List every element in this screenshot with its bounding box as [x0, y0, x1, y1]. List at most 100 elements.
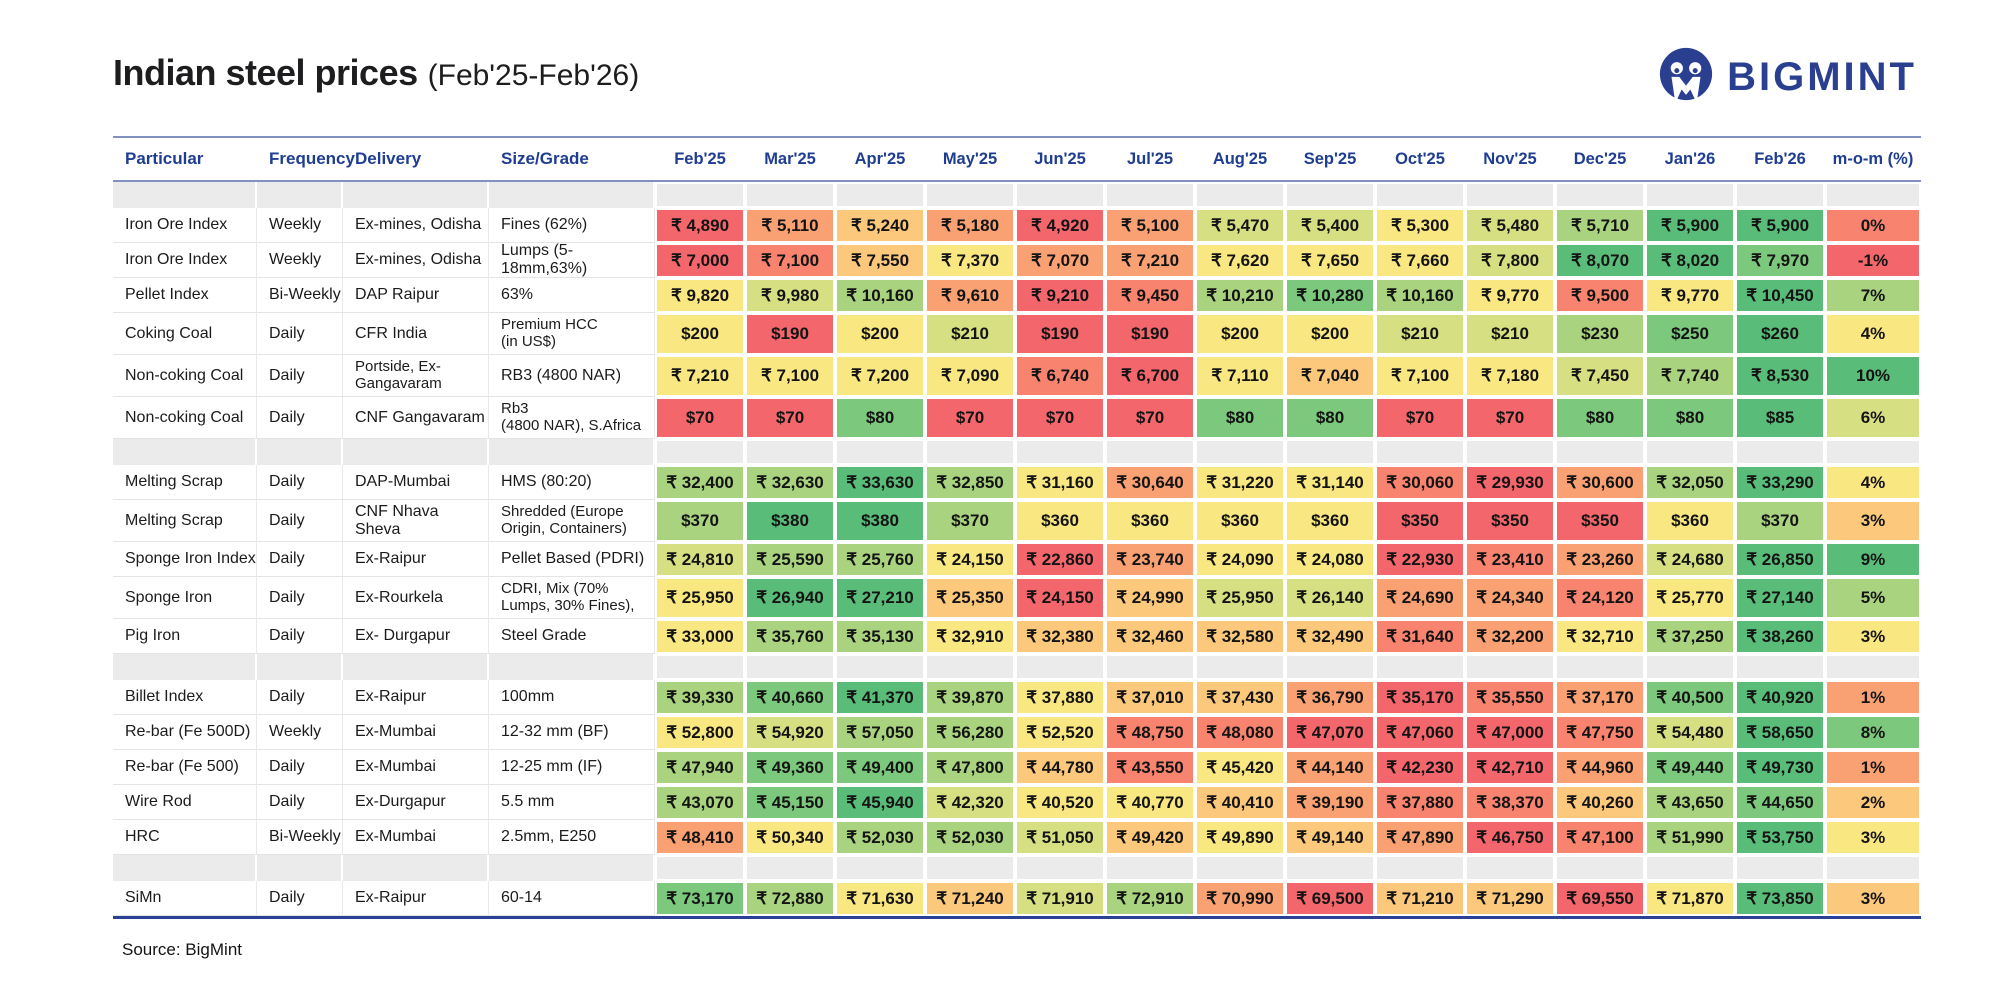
price-cell: ₹ 24,680	[1645, 542, 1735, 577]
price-cell: $70	[1465, 397, 1555, 439]
column-header: Frequency	[269, 149, 355, 168]
price-cell: ₹ 4,920	[1015, 208, 1105, 243]
column-header: Delivery	[355, 149, 422, 168]
price-cell: ₹ 32,490	[1285, 619, 1375, 654]
price-cell: $70	[925, 397, 1015, 439]
price-cell: $350	[1375, 500, 1465, 542]
price-cell: ₹ 8,530	[1735, 355, 1825, 397]
price-cell: ₹ 5,100	[1105, 208, 1195, 243]
table-row: Non-coking Coal Daily Portside, Ex- Gangav…	[113, 355, 1921, 397]
price-cell: $360	[1285, 500, 1375, 542]
price-cell: ₹ 7,550	[835, 243, 925, 278]
delivery-cell: Ex-Raipur	[343, 680, 489, 715]
price-cell: ₹ 42,230	[1375, 750, 1465, 785]
frequency-cell: Weekly	[257, 208, 343, 243]
price-cell: ₹ 32,460	[1105, 619, 1195, 654]
mom-cell: 10%	[1825, 355, 1921, 397]
mom-cell: 6%	[1825, 397, 1921, 439]
gap-cell	[343, 439, 489, 465]
gap-cell	[489, 654, 655, 680]
table-row: Iron Ore Index Weekly Ex-mines, Odisha Lump…	[113, 242, 1921, 278]
price-cell: $370	[925, 500, 1015, 542]
price-cell: ₹ 22,860	[1015, 542, 1105, 577]
gap-cell	[343, 654, 489, 680]
gap-cell	[1825, 182, 1921, 208]
price-cell: ₹ 44,960	[1555, 750, 1645, 785]
mom-cell: 3%	[1825, 500, 1921, 542]
price-cell: ₹ 10,160	[835, 278, 925, 313]
price-cell: $190	[1105, 313, 1195, 355]
bigmint-logo-icon	[1657, 46, 1715, 109]
gap-cell	[655, 439, 745, 465]
gap-cell	[489, 855, 655, 881]
price-cell: ₹ 32,850	[925, 465, 1015, 500]
price-cell: ₹ 48,750	[1105, 715, 1195, 750]
price-cell: ₹ 49,140	[1285, 820, 1375, 855]
price-cell: ₹ 32,630	[745, 465, 835, 500]
table-row: Re-bar (Fe 500D) Weekly Ex-Mumbai 12-32 mm …	[113, 715, 1921, 750]
bigmint-logo-text: BIGMINT	[1727, 55, 1917, 99]
frequency-cell: Daily	[257, 785, 343, 820]
price-cell: ₹ 5,900	[1645, 208, 1735, 243]
price-cell: ₹ 5,900	[1735, 208, 1825, 243]
price-cell: ₹ 33,290	[1735, 465, 1825, 500]
price-cell: $260	[1735, 313, 1825, 355]
price-cell: ₹ 5,400	[1285, 208, 1375, 243]
price-cell: ₹ 9,770	[1645, 278, 1735, 313]
price-cell: ₹ 5,480	[1465, 208, 1555, 243]
price-cell: ₹ 71,870	[1645, 881, 1735, 916]
gap-cell	[1555, 654, 1645, 680]
particular-cell: Pig Iron	[113, 619, 257, 654]
price-cell: ₹ 7,660	[1375, 243, 1465, 278]
price-cell: ₹ 70,990	[1195, 881, 1285, 916]
price-cell: ₹ 26,850	[1735, 542, 1825, 577]
price-cell: ₹ 31,640	[1375, 619, 1465, 654]
price-cell: ₹ 37,170	[1555, 680, 1645, 715]
price-cell: $350	[1555, 500, 1645, 542]
price-cell: ₹ 33,000	[655, 619, 745, 654]
size-grade-cell: Lumps (5-18mm,63%)	[489, 242, 655, 278]
price-cell: $210	[1465, 313, 1555, 355]
gap-cell	[113, 654, 257, 680]
price-cell: $200	[835, 313, 925, 355]
price-cell: ₹ 42,320	[925, 785, 1015, 820]
gap-cell	[343, 182, 489, 208]
price-cell: ₹ 39,870	[925, 680, 1015, 715]
frequency-cell: Daily	[257, 500, 343, 542]
delivery-cell: Ex-Mumbai	[343, 715, 489, 750]
page-header: Indian steel prices (Feb'25-Feb'26)	[113, 52, 639, 94]
gap-cell	[489, 182, 655, 208]
table-row: HRC Bi-Weekly Ex-Mumbai 2.5mm, E250 ₹ 48,410…	[113, 820, 1921, 855]
gap-cell	[257, 182, 343, 208]
price-cell: ₹ 30,060	[1375, 465, 1465, 500]
price-cell: ₹ 32,380	[1015, 619, 1105, 654]
price-cell: ₹ 7,620	[1195, 243, 1285, 278]
price-cell: ₹ 43,550	[1105, 750, 1195, 785]
price-cell: ₹ 40,660	[745, 680, 835, 715]
price-cell: ₹ 23,740	[1105, 542, 1195, 577]
gap-cell	[925, 654, 1015, 680]
price-cell: $80	[1555, 397, 1645, 439]
bigmint-logo: BIGMINT	[1657, 46, 1917, 109]
price-cell: ₹ 57,050	[835, 715, 925, 750]
particular-cell: Non-coking Coal	[113, 355, 257, 397]
price-cell: ₹ 32,400	[655, 465, 745, 500]
price-cell: $80	[835, 397, 925, 439]
gap-cell	[835, 439, 925, 465]
column-header-row: Particular Frequency Delivery Size/Grade Feb…	[113, 136, 1921, 182]
price-cell: ₹ 41,370	[835, 680, 925, 715]
price-cell: ₹ 9,610	[925, 278, 1015, 313]
price-cell: ₹ 44,780	[1015, 750, 1105, 785]
mom-cell: 3%	[1825, 881, 1921, 916]
table-row: SiMn Daily Ex-Raipur 60-14 ₹ 73,170 ₹ 72,880 ₹…	[113, 881, 1921, 916]
price-cell: ₹ 40,770	[1105, 785, 1195, 820]
price-cell: ₹ 32,910	[925, 619, 1015, 654]
gap-cell	[1375, 182, 1465, 208]
price-cell: $360	[1645, 500, 1735, 542]
price-cell: ₹ 9,980	[745, 278, 835, 313]
gap-cell	[1015, 654, 1105, 680]
price-cell: $230	[1555, 313, 1645, 355]
table-row: Melting Scrap Daily DAP-Mumbai HMS (80:20) ₹…	[113, 465, 1921, 500]
price-cell: ₹ 71,630	[835, 881, 925, 916]
mom-cell: 0%	[1825, 208, 1921, 243]
